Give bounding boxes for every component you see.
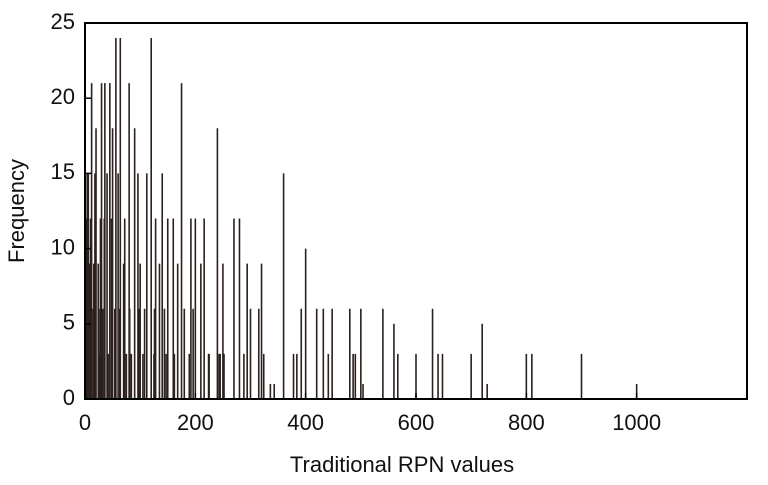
x-axis-label: Traditional RPN values — [290, 452, 514, 477]
y-tick-label: 20 — [51, 84, 75, 109]
x-tick-label: 1000 — [612, 410, 661, 435]
x-tick-label: 0 — [79, 410, 91, 435]
y-tick-label: 25 — [51, 9, 75, 34]
x-tick-label: 600 — [398, 410, 435, 435]
x-tick-label: 800 — [508, 410, 545, 435]
y-tick-label: 0 — [63, 385, 75, 410]
y-tick-label: 15 — [51, 159, 75, 184]
y-tick-label: 5 — [63, 310, 75, 335]
x-tick-label: 200 — [177, 410, 214, 435]
x-tick-label: 400 — [287, 410, 324, 435]
plot-frame — [84, 22, 748, 400]
y-axis-label: Frequency — [4, 159, 29, 263]
y-tick-label: 10 — [51, 234, 75, 259]
